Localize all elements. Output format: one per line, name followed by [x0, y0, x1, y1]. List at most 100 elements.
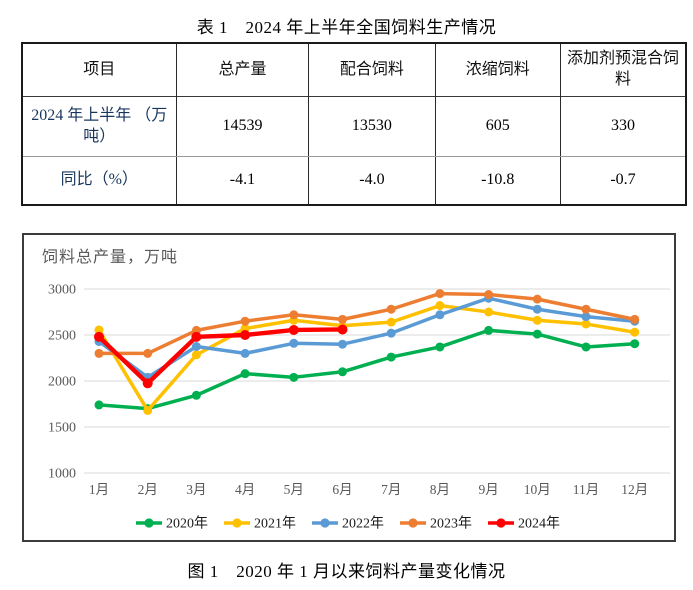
data-point: [435, 301, 445, 311]
data-point: [191, 331, 202, 342]
legend-item-2024年: 2024年: [488, 516, 560, 532]
series-2023年: [94, 289, 640, 358]
data-point: [435, 310, 445, 320]
figure-caption: 图 1 2020 年 1 月以来饲料产量变化情况: [187, 562, 506, 581]
x-tick-label: 10月: [524, 482, 551, 497]
data-point: [386, 304, 396, 314]
legend-marker-dot: [320, 518, 330, 528]
x-tick-label: 6月: [332, 482, 352, 497]
legend-marker-dot: [496, 518, 506, 528]
data-point: [386, 317, 396, 327]
chart-title: 饲料总产量，万吨: [42, 248, 178, 266]
series-2022年: [94, 293, 640, 382]
series-line: [97, 291, 637, 356]
legend-marker-dot: [144, 518, 154, 528]
data-point: [289, 338, 299, 348]
data-point: [191, 350, 201, 360]
legend-label: 2024年: [518, 516, 560, 532]
series-2020年: [94, 325, 640, 414]
data-point: [94, 325, 104, 335]
data-point: [532, 304, 542, 314]
legend-label: 2022年: [342, 516, 384, 532]
feed-production-table: 项目 总产量 配合饲料 浓缩饲料 添加剂预混合饲料 2024 年上半年 （万吨）…: [21, 42, 687, 206]
data-point: [435, 342, 445, 352]
cell-value: -4.1: [175, 156, 309, 205]
header-compound-feed: 配合饲料: [308, 43, 435, 97]
data-point: [191, 342, 201, 351]
data-point: [581, 312, 591, 322]
x-tick-label: 3月: [186, 482, 206, 497]
chart-panel: 饲料总产量，万吨 1000 1500 2000 2500 3000 1月 2月 3月 4月 5月 6月…: [22, 233, 676, 542]
data-point: [484, 307, 494, 317]
data-point: [240, 369, 250, 379]
table-header-row: 项目 总产量 配合饲料 浓缩饲料 添加剂预混合饲料: [22, 43, 686, 97]
line-chart: 饲料总产量，万吨 1000 1500 2000 2500 3000 1月 2月 3月 4月 5月 6月…: [42, 248, 670, 532]
cell-value: 13530: [308, 96, 435, 157]
data-point: [532, 315, 542, 325]
table-row: 同比（%） -4.1 -4.0 -10.8 -0.7: [22, 156, 686, 205]
x-tick-label: 4月: [235, 482, 255, 497]
data-point: [581, 342, 591, 352]
legend-item-2023年: 2023年: [400, 516, 472, 532]
data-point: [630, 339, 640, 349]
cell-value: 330: [559, 96, 686, 157]
series-2024年: [94, 324, 348, 389]
data-point: [94, 331, 104, 342]
data-point: [289, 372, 299, 382]
data-point: [240, 348, 250, 358]
data-point: [532, 329, 542, 339]
data-point: [386, 328, 396, 338]
data-point: [532, 294, 542, 304]
legend-label: 2020年: [166, 516, 208, 532]
series-2021年: [94, 301, 640, 415]
header-item: 项目: [83, 60, 116, 78]
data-point: [94, 400, 104, 410]
cell-value: 14539: [175, 96, 309, 157]
table-title: 表 1 2024 年上半年全国饲料生产情况: [196, 18, 497, 37]
data-point: [288, 324, 299, 335]
series-line: [97, 296, 637, 380]
legend-label: 2023年: [430, 516, 472, 532]
x-tick-label: 9月: [478, 482, 498, 497]
data-point: [143, 348, 153, 358]
data-point: [630, 327, 640, 337]
series-line: [96, 327, 345, 386]
legend-item-2021年: 2021年: [224, 516, 296, 532]
data-point: [581, 304, 591, 314]
data-point: [338, 339, 347, 349]
data-point: [484, 290, 494, 300]
data-point: [338, 367, 347, 377]
legend-item-2022年: 2022年: [312, 516, 384, 532]
legend-marker-dot: [408, 518, 418, 528]
data-point: [337, 324, 348, 335]
data-point: [191, 390, 201, 400]
legend-marker-dot: [232, 518, 242, 528]
x-tick-label: 1月: [89, 482, 109, 497]
x-tick-label: 12月: [621, 482, 648, 497]
x-tick-label: 8月: [430, 482, 450, 497]
y-tick-label: 1500: [48, 421, 76, 436]
data-point: [289, 310, 299, 320]
x-tick-label: 11月: [573, 482, 600, 497]
data-point: [240, 316, 250, 326]
data-point: [94, 348, 104, 358]
data-point: [435, 289, 445, 299]
cell-value: -0.7: [559, 156, 686, 205]
series-line: [97, 303, 637, 413]
header-concentrated-feed: 浓缩饲料: [434, 43, 561, 97]
data-point: [484, 325, 494, 335]
data-point: [338, 314, 347, 324]
cell-value: -10.8: [434, 156, 561, 205]
x-tick-label: 2月: [138, 482, 158, 497]
legend-label: 2021年: [254, 516, 296, 532]
series-line: [97, 328, 637, 411]
legend-item-2020年: 2020年: [136, 516, 208, 532]
data-point: [581, 319, 591, 329]
x-tick-label: 5月: [284, 482, 304, 497]
data-point: [630, 314, 640, 324]
y-tick-label: 1000: [48, 467, 76, 482]
header-total-output: 总产量: [175, 43, 309, 97]
row-label-yoy: 同比（%）: [60, 171, 138, 189]
cell-value: -4.0: [308, 156, 435, 205]
